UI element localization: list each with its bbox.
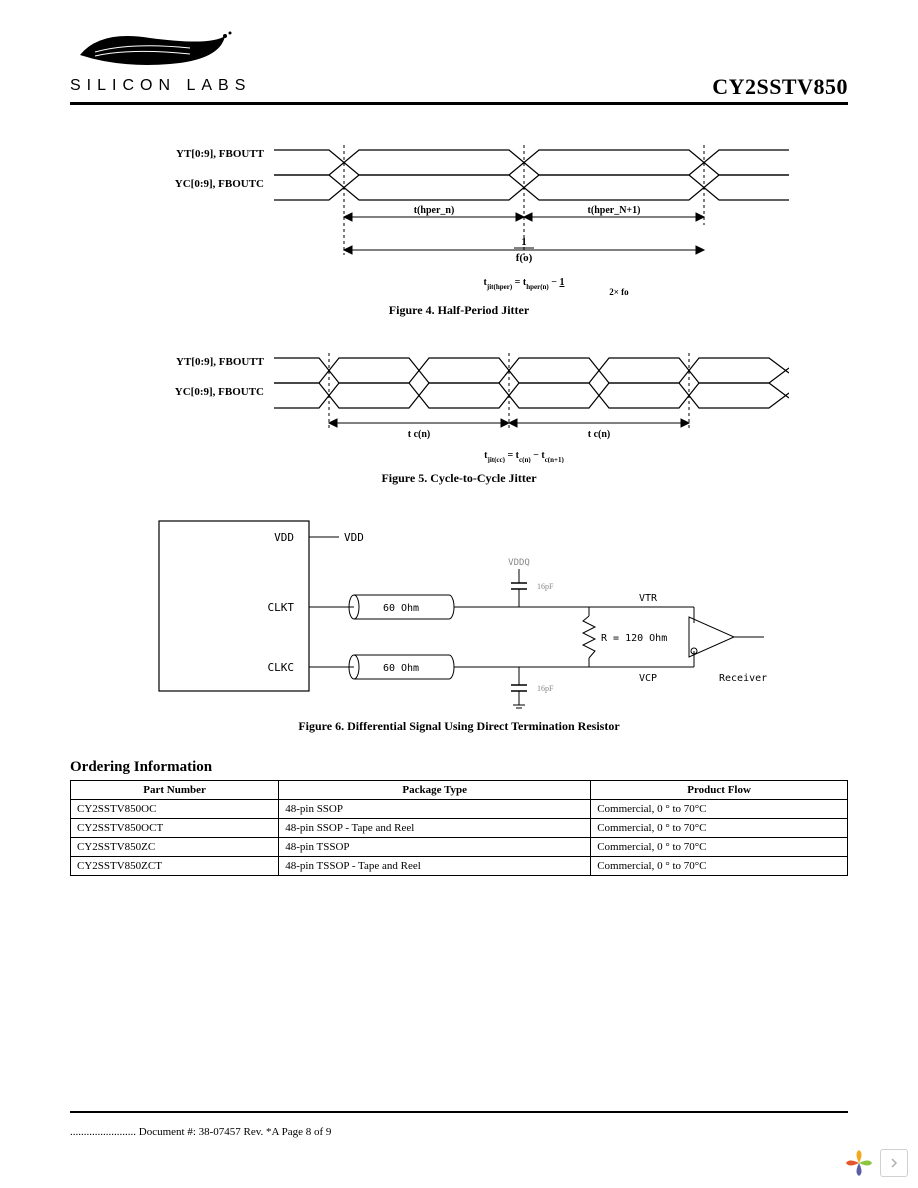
table-row: CY2SSTV850ZC 48-pin TSSOP Commercial, 0 … <box>71 838 848 857</box>
svg-text:VTR: VTR <box>639 593 658 604</box>
svg-text:f(o): f(o) <box>516 252 533 264</box>
svg-text:YT[0:9], FBOUTT: YT[0:9], FBOUTT <box>176 356 265 368</box>
svg-text:16pF: 16pF <box>537 684 554 693</box>
svg-text:VCP: VCP <box>639 673 657 684</box>
svg-text:tjit(hper) = thper(n): tjit(hper) = thper(n) − 1 <box>484 277 565 291</box>
svg-text:CLKT: CLKT <box>268 601 295 614</box>
svg-text:t c(n): t c(n) <box>408 429 431 440</box>
company-name: SILICON LABS <box>70 77 251 94</box>
figure-4-diagram: YT[0:9], FBOUTT YC[0:9], FBOUTC t(hper_n… <box>129 135 789 295</box>
col-product-flow: Product Flow <box>591 781 848 800</box>
svg-text:t(hper_N+1): t(hper_N+1) <box>588 205 641 216</box>
svg-text:2× fo: 2× fo <box>609 287 629 295</box>
svg-text:YC[0:9], FBOUTC: YC[0:9], FBOUTC <box>175 386 264 398</box>
chevron-right-icon <box>889 1158 899 1168</box>
svg-text:60 Ohm: 60 Ohm <box>383 603 419 614</box>
svg-text:YC[0:9], FBOUTC: YC[0:9], FBOUTC <box>175 178 264 190</box>
figure-5-diagram: YT[0:9], FBOUTT YC[0:9], FBOUTC t c(n) t… <box>129 343 789 463</box>
ordering-section-title: Ordering Information <box>70 759 848 776</box>
svg-text:1: 1 <box>521 236 527 248</box>
svg-text:VDD: VDD <box>344 531 364 544</box>
svg-text:CLKC: CLKC <box>268 661 295 674</box>
svg-text:Receiver: Receiver <box>719 673 767 684</box>
part-number: CY2SSTV850 <box>712 74 848 100</box>
col-package-type: Package Type <box>279 781 591 800</box>
svg-text:YT[0:9], FBOUTT: YT[0:9], FBOUTT <box>176 148 265 160</box>
figure-6-diagram: VDD CLKT CLKC VDD 60 Ohm 60 Ohm VDDQ 16p… <box>119 511 799 711</box>
col-part-number: Part Number <box>71 781 279 800</box>
next-page-button[interactable] <box>880 1149 908 1177</box>
svg-text:t c(n): t c(n) <box>588 429 611 440</box>
viewer-logo-icon <box>844 1148 874 1178</box>
svg-text:16pF: 16pF <box>537 582 554 591</box>
footer-rule <box>70 1111 848 1113</box>
svg-text:tjit(cc) = tc(n): tjit(cc) = tc(n) − tc(n+1) <box>484 450 564 463</box>
svg-text:t(hper_n): t(hper_n) <box>414 205 455 216</box>
figure-4-caption: Figure 4. Half-Period Jitter <box>70 303 848 318</box>
company-logo: SILICON LABS <box>70 30 270 100</box>
svg-text:VDDQ: VDDQ <box>508 558 530 568</box>
table-row: CY2SSTV850OC 48-pin SSOP Commercial, 0 °… <box>71 800 848 819</box>
svg-text:R = 120 Ohm: R = 120 Ohm <box>601 633 667 644</box>
table-row: CY2SSTV850OCT 48-pin SSOP - Tape and Ree… <box>71 819 848 838</box>
figure-6-caption: Figure 6. Differential Signal Using Dire… <box>70 719 848 734</box>
page-header: SILICON LABS CY2SSTV850 <box>70 30 848 105</box>
page-nav-widget <box>844 1148 908 1178</box>
svg-text:VDD: VDD <box>274 531 294 544</box>
footer-text: ........................ Document #: 38-… <box>70 1126 331 1138</box>
ordering-table: Part Number Package Type Product Flow CY… <box>70 780 848 876</box>
figure-5-caption: Figure 5. Cycle-to-Cycle Jitter <box>70 471 848 486</box>
svg-text:60 Ohm: 60 Ohm <box>383 663 419 674</box>
table-row: CY2SSTV850ZCT 48-pin TSSOP - Tape and Re… <box>71 857 848 876</box>
table-header-row: Part Number Package Type Product Flow <box>71 781 848 800</box>
